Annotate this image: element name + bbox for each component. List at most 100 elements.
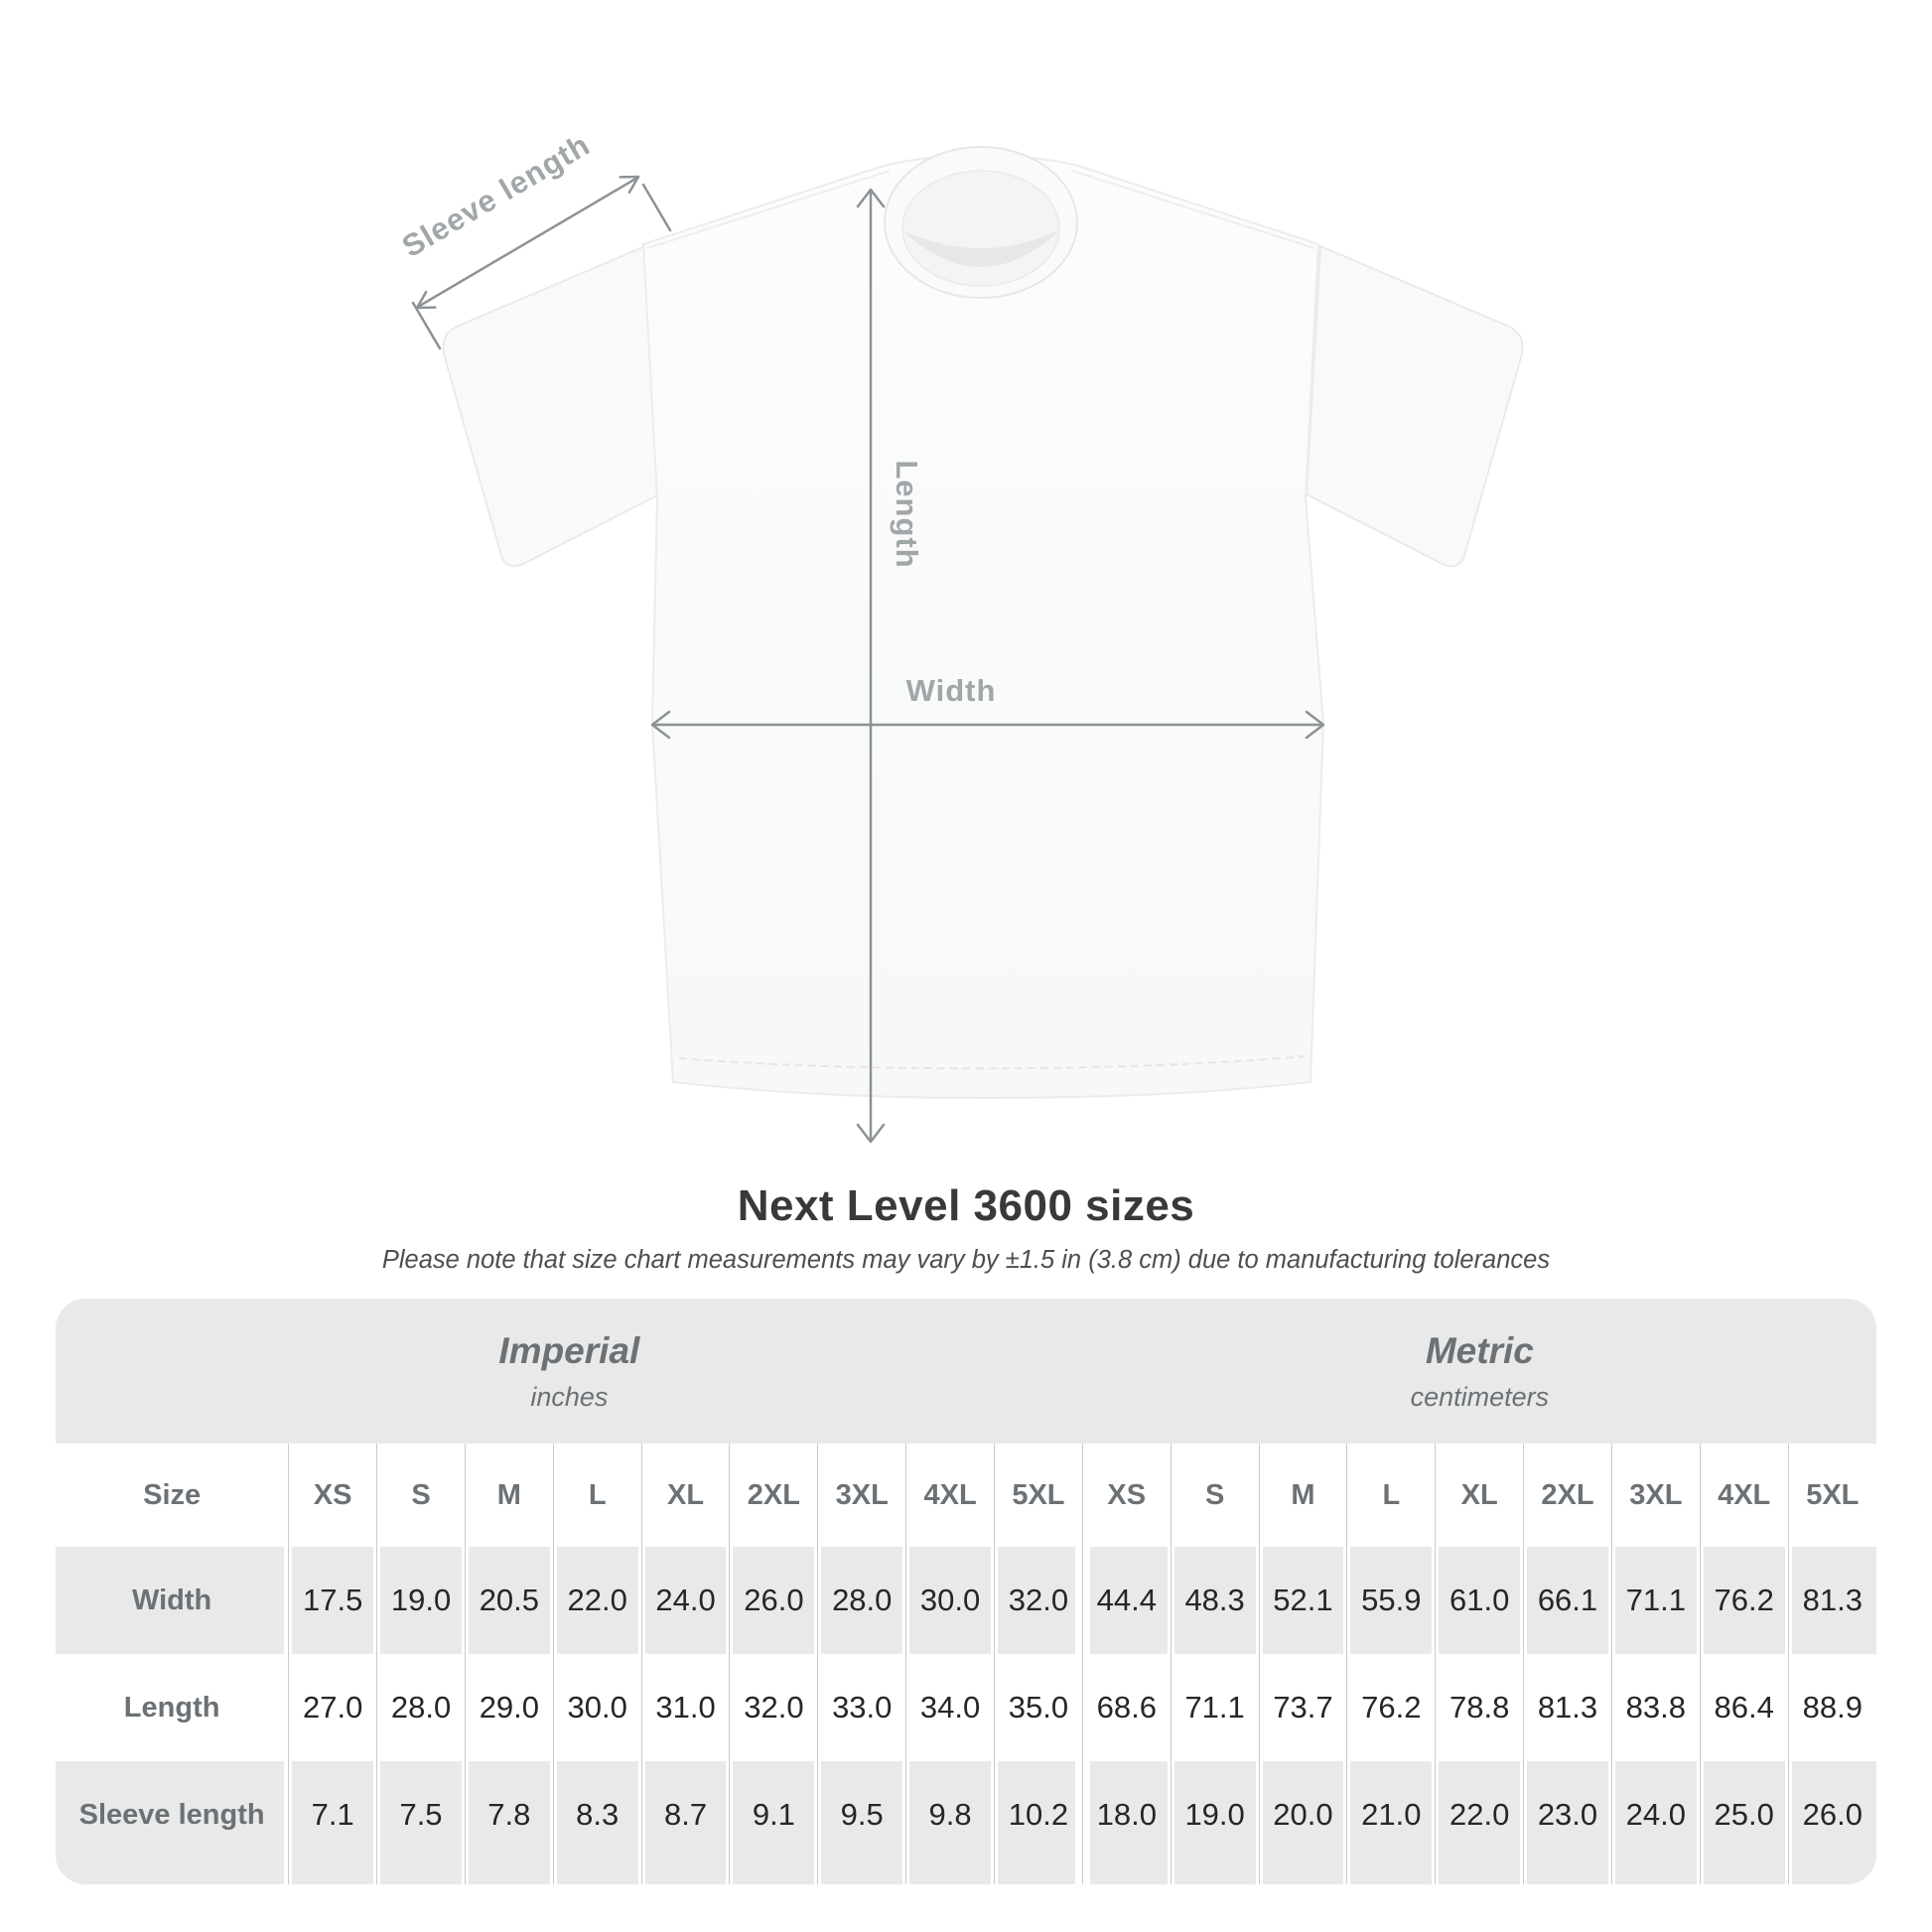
tshirt-left-sleeve (442, 244, 661, 568)
size-col-imperial-m: M (464, 1444, 554, 1547)
value-cell: 23.0 (1523, 1761, 1612, 1884)
value-cell: 19.0 (1170, 1761, 1260, 1884)
value-cell: 31.0 (640, 1654, 730, 1761)
value-cell: 88.9 (1787, 1654, 1876, 1761)
value-cell: 35.0 (994, 1654, 1083, 1761)
value-cell: 73.7 (1258, 1654, 1347, 1761)
metric-unit-header: Metric centimeters (1083, 1330, 1876, 1413)
value-cell: 71.1 (1610, 1547, 1701, 1654)
value-cell: 30.0 (552, 1654, 642, 1761)
value-cell: 25.0 (1699, 1761, 1789, 1884)
size-col-imperial-xl: XL (640, 1444, 730, 1547)
imperial-unit-header: Imperial inches (56, 1330, 1083, 1413)
value-cell: 68.6 (1081, 1654, 1172, 1761)
imperial-unit: inches (530, 1381, 609, 1412)
value-cell: 29.0 (464, 1654, 554, 1761)
row-label-sleeve-length: Sleeve length (56, 1761, 289, 1884)
sleeve-length-arrow (411, 175, 672, 350)
value-cell: 7.8 (464, 1761, 554, 1884)
left-shoulder-seam (646, 170, 891, 249)
value-cell: 22.0 (552, 1547, 642, 1654)
value-cell: 44.4 (1081, 1547, 1172, 1654)
value-cell: 28.0 (817, 1547, 906, 1654)
imperial-label: Imperial (498, 1329, 640, 1371)
page-title: Next Level 3600 sizes (737, 1181, 1195, 1230)
collar-inner-shadow (902, 230, 1059, 267)
value-cell: 76.2 (1699, 1547, 1789, 1654)
size-col-imperial-5xl: 5XL (994, 1444, 1083, 1547)
size-col-imperial-s: S (376, 1444, 466, 1547)
value-cell: 7.5 (376, 1761, 466, 1884)
value-cell: 26.0 (1787, 1761, 1876, 1884)
value-cell: 27.0 (288, 1654, 377, 1761)
value-cell: 30.0 (905, 1547, 995, 1654)
value-cell: 76.2 (1346, 1654, 1436, 1761)
size-col-imperial-2xl: 2XL (729, 1444, 818, 1547)
unit-header-row: Imperial inches Metric centimeters (56, 1299, 1876, 1444)
size-col-metric-s: S (1170, 1444, 1260, 1547)
tshirt-diagram-svg: Sleeve length Length Width (396, 127, 1524, 1144)
value-cell: 81.3 (1787, 1547, 1876, 1654)
size-col-imperial-3xl: 3XL (817, 1444, 906, 1547)
value-cell: 20.5 (464, 1547, 554, 1654)
value-cell: 18.0 (1081, 1761, 1172, 1884)
tshirt-illustration (442, 146, 1524, 1100)
size-col-metric-2xl: 2XL (1523, 1444, 1612, 1547)
size-col-metric-m: M (1258, 1444, 1347, 1547)
collar-opening (901, 170, 1060, 287)
width-arrow (650, 710, 1325, 740)
measurement-row-length: Length 27.0 28.0 29.0 30.0 31.0 32.0 33.0 34.0 35… (56, 1654, 1876, 1761)
value-cell: 28.0 (376, 1654, 466, 1761)
tshirt-measurement-diagram: Sleeve length Length Width (396, 127, 1524, 1144)
value-cell: 20.0 (1258, 1761, 1347, 1884)
value-cell: 8.7 (640, 1761, 730, 1884)
sleeve-length-label: Sleeve length (396, 127, 596, 264)
value-cell: 52.1 (1258, 1547, 1347, 1654)
size-col-imperial-xs: XS (288, 1444, 377, 1547)
row-label-width: Width (56, 1547, 289, 1654)
size-col-imperial-l: L (552, 1444, 642, 1547)
value-cell: 10.2 (994, 1761, 1083, 1884)
measurement-row-sleeve-length: Sleeve length 7.1 7.5 7.8 8.3 8.7 9.1 9.5 9.8 10.… (56, 1761, 1876, 1884)
metric-label: Metric (1425, 1329, 1534, 1371)
value-cell: 21.0 (1346, 1761, 1436, 1884)
value-cell: 66.1 (1523, 1547, 1612, 1654)
value-cell: 9.8 (905, 1761, 995, 1884)
size-header-row: Size XS S M L XL 2XL 3XL 4XL 5XL XS S M L XL 2XL 3XL 4XL… (56, 1444, 1876, 1547)
size-chart-table: Size XS S M L XL 2XL 3XL 4XL 5XL XS S M L XL 2XL 3XL 4XL… (56, 1444, 1876, 1884)
value-cell: 17.5 (288, 1547, 377, 1654)
value-cell: 55.9 (1346, 1547, 1436, 1654)
length-label: Length (890, 460, 924, 568)
size-column-header: Size (56, 1444, 289, 1547)
size-col-imperial-4xl: 4XL (905, 1444, 995, 1547)
width-label: Width (906, 673, 997, 708)
value-cell: 71.1 (1170, 1654, 1260, 1761)
size-col-metric-4xl: 4XL (1699, 1444, 1789, 1547)
value-cell: 33.0 (817, 1654, 906, 1761)
value-cell: 86.4 (1699, 1654, 1789, 1761)
size-chart-card: Imperial inches Metric centimeters Size … (56, 1299, 1876, 1884)
value-cell: 19.0 (376, 1547, 466, 1654)
tolerance-note: Please note that size chart measurements… (381, 1246, 1551, 1274)
value-cell: 32.0 (994, 1547, 1083, 1654)
metric-unit: centimeters (1410, 1381, 1550, 1412)
value-cell: 8.3 (552, 1761, 642, 1884)
size-col-metric-xs: XS (1081, 1444, 1172, 1547)
value-cell: 9.5 (817, 1761, 906, 1884)
value-cell: 32.0 (729, 1654, 818, 1761)
size-col-metric-5xl: 5XL (1787, 1444, 1876, 1547)
value-cell: 61.0 (1435, 1547, 1524, 1654)
value-cell: 7.1 (288, 1761, 377, 1884)
value-cell: 83.8 (1610, 1654, 1701, 1761)
size-col-metric-3xl: 3XL (1610, 1444, 1701, 1547)
row-label-length: Length (56, 1654, 289, 1761)
value-cell: 78.8 (1435, 1654, 1524, 1761)
right-shoulder-seam (1071, 170, 1315, 249)
value-cell: 24.0 (1610, 1761, 1701, 1884)
size-col-metric-l: L (1346, 1444, 1436, 1547)
dimension-arrows (411, 175, 1325, 1144)
length-arrow (856, 188, 886, 1144)
value-cell: 26.0 (729, 1547, 818, 1654)
tshirt-right-sleeve (1305, 244, 1524, 568)
value-cell: 48.3 (1170, 1547, 1260, 1654)
